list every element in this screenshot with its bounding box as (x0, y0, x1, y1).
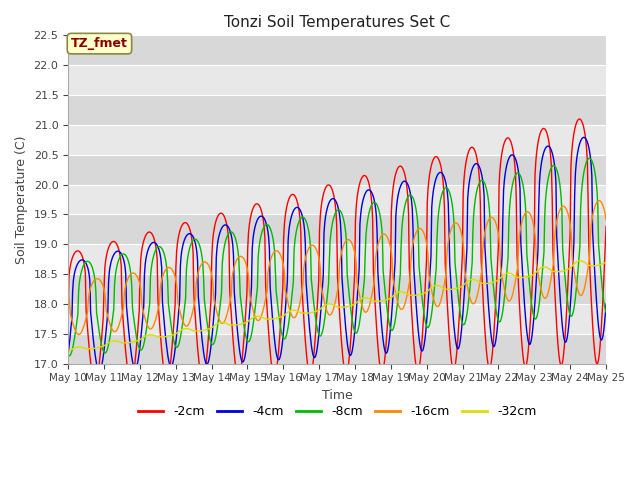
X-axis label: Time: Time (322, 389, 353, 402)
Title: Tonzi Soil Temperatures Set C: Tonzi Soil Temperatures Set C (224, 15, 450, 30)
Bar (68, 215, 606, 244)
Bar (68, 65, 606, 95)
Text: TZ_fmet: TZ_fmet (71, 37, 128, 50)
Bar (68, 274, 606, 304)
Legend: -2cm, -4cm, -8cm, -16cm, -32cm: -2cm, -4cm, -8cm, -16cm, -32cm (133, 400, 541, 423)
Y-axis label: Soil Temperature (C): Soil Temperature (C) (15, 135, 28, 264)
Bar (68, 244, 606, 274)
Bar (68, 155, 606, 185)
Bar (68, 95, 606, 125)
Bar (68, 334, 606, 364)
Bar (68, 36, 606, 65)
Bar (68, 125, 606, 155)
Bar (68, 304, 606, 334)
Bar (68, 185, 606, 215)
